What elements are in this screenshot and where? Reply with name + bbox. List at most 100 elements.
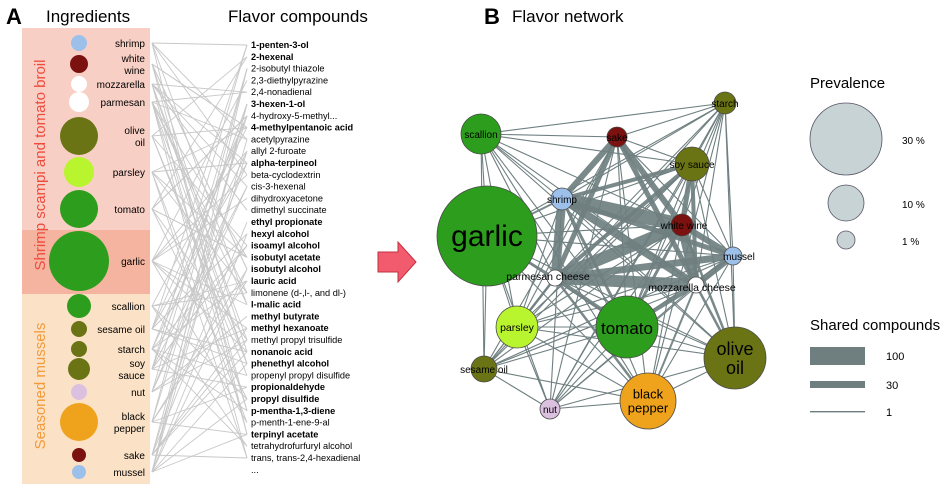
compound-item: nonanoic acid — [251, 347, 313, 357]
network-edge — [516, 198, 563, 328]
compound-item: methyl propyl trisulfide — [251, 335, 342, 345]
network-node-black-pepper — [619, 372, 677, 430]
bipartite-link — [151, 454, 248, 459]
bipartite-link — [151, 68, 248, 473]
bipartite-link — [151, 80, 248, 262]
compound-item: tetrahydrofurfuryl alcohol — [251, 441, 352, 451]
network-edge — [695, 102, 726, 286]
network-node-label-parsley: parsley — [500, 322, 535, 334]
network-edge — [516, 163, 693, 328]
network-edge — [561, 196, 734, 259]
ingredient-label-shrimp: shrimp — [115, 39, 145, 50]
shared-legend-title: Shared compounds — [810, 317, 940, 334]
bipartite-link — [151, 305, 248, 447]
network-edge — [480, 133, 693, 165]
network-edge — [480, 102, 726, 135]
bipartite-link — [151, 280, 248, 423]
ingredient-circle-sesame-oil — [71, 321, 87, 337]
compound-item: propyl disulfide — [251, 394, 319, 404]
network-nodes: garlic scallion sake starch soy sauce shrimp w… — [436, 91, 767, 430]
bipartite-link — [151, 63, 248, 270]
network-node-soy-sauce — [674, 146, 710, 182]
ingredient-label-starch: starch — [118, 345, 145, 356]
ingredient-label-parmesan: parmesan — [101, 98, 145, 109]
arrow-icon — [377, 240, 417, 284]
ingredient-label-olive-oil: oil — [135, 138, 145, 149]
ingredient-label-mussel: mussel — [113, 468, 145, 479]
bipartite-link — [151, 101, 248, 140]
bipartite-link — [151, 42, 248, 305]
network-node-label-shrimp: shrimp — [547, 195, 577, 206]
compound-item: l-malic acid — [251, 300, 301, 310]
compound-item: isobutyl alcohol — [251, 264, 321, 274]
shared-legend-bar-30 — [810, 381, 865, 388]
network-node-nut — [539, 398, 561, 420]
network-node-garlic — [436, 185, 538, 287]
bipartite-link — [151, 103, 248, 456]
bipartite-link — [151, 245, 248, 350]
network-node-label-scallion: scallion — [464, 130, 497, 141]
ingredient-label-garlic: garlic — [121, 257, 145, 268]
compound-item: p-menth-1-ene-9-al — [251, 418, 330, 428]
compound-item: propionaldehyde — [251, 382, 325, 392]
bipartite-link — [151, 103, 248, 370]
bipartite-link — [151, 68, 248, 423]
network-edge — [690, 163, 698, 286]
ingredient-circle-soy-sauce — [68, 358, 90, 380]
network-node-label-tomato: tomato — [601, 319, 653, 338]
shared-legend-label-30: 30 — [886, 380, 898, 392]
shared-legend-bar-1 — [810, 411, 865, 413]
bipartite-link — [151, 339, 248, 456]
network-edge — [616, 102, 726, 138]
bipartite-link — [151, 83, 248, 93]
bipartite-link — [151, 83, 248, 164]
ingredient-circle-garlic — [49, 231, 109, 291]
network-edge — [559, 135, 620, 201]
ingredient-label-parsley: parsley — [113, 168, 145, 179]
prevalence-legend-title: Prevalence — [810, 75, 885, 92]
compound-item: 3-hexen-1-ol — [251, 99, 305, 109]
bipartite-link — [151, 135, 248, 246]
bipartite-link — [151, 139, 248, 473]
ingredient-circle-starch — [71, 341, 87, 357]
network-edge — [561, 102, 726, 200]
prevalence-legend-circle-30 — [809, 102, 883, 176]
compound-item: 2-hexenal — [251, 52, 293, 62]
network-node-label-sesame-oil: sesame oil — [460, 365, 508, 376]
bipartite-link — [151, 174, 248, 262]
ingredient-circle-shrimp — [71, 35, 87, 51]
bipartite-link — [151, 233, 248, 473]
bipartite-link — [151, 42, 248, 176]
network-node-label-black-pepper: black — [633, 387, 664, 402]
bipartite-links — [151, 42, 248, 473]
ingredient-circle-white-wine — [70, 55, 88, 73]
bipartite-link — [151, 115, 248, 210]
compound-item: isoamyl alcohol — [251, 241, 320, 251]
compound-item: phenethyl alcohol — [251, 359, 329, 369]
ingredient-label-black-pepper: black — [122, 412, 146, 423]
bipartite-link — [151, 433, 248, 473]
bipartite-link — [151, 348, 248, 412]
compound-item: beta-cyclodextrin — [251, 170, 320, 180]
bipartite-link — [151, 328, 248, 353]
compounds-title: Flavor compounds — [228, 7, 368, 26]
bipartite-link — [151, 101, 248, 305]
ingredient-label-white-wine: wine — [123, 66, 145, 77]
panel-b-letter: B — [484, 4, 500, 29]
ingredient-circle-sake — [72, 448, 86, 462]
bipartite-link — [151, 135, 248, 376]
compound-item: dihydroxyacetone — [251, 193, 323, 203]
compound-item: dimethyl succinate — [251, 205, 327, 215]
ingredient-label-soy-sauce: soy — [129, 359, 145, 370]
network-node-label-white-wine: white wine — [660, 221, 708, 232]
compound-item: 4-hydroxy-5-methyl... — [251, 111, 337, 121]
network-edge — [616, 136, 734, 257]
compound-item: methyl butyrate — [251, 311, 319, 321]
network-node-label-garlic: garlic — [451, 220, 523, 253]
ingredient-circle-nut — [71, 384, 87, 400]
ingredient-circle-parmesan — [69, 92, 89, 112]
network-edge — [554, 272, 697, 291]
shared-legend-label-100: 100 — [886, 351, 904, 363]
network-node-parmesan-cheese — [546, 269, 564, 287]
bipartite-link — [151, 42, 248, 46]
